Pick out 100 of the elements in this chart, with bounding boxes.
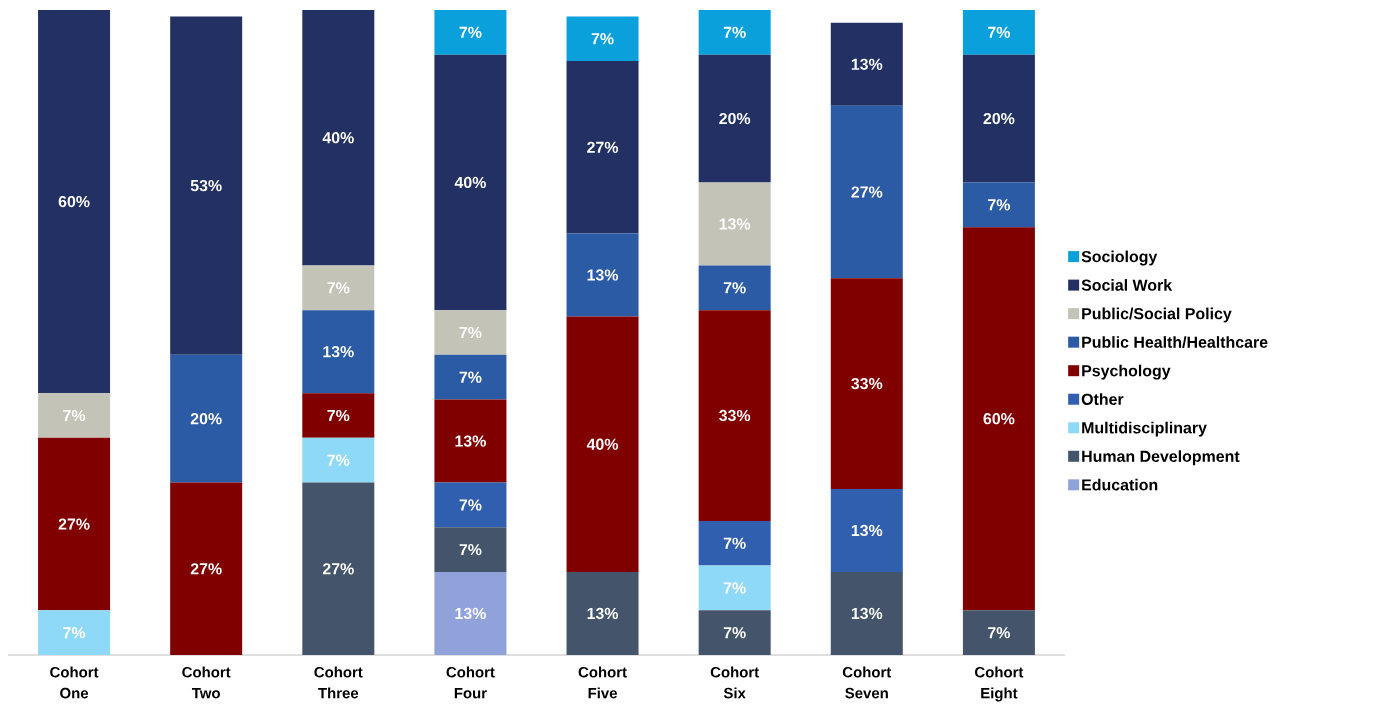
data-label: 7% — [327, 409, 350, 422]
data-label: 33% — [851, 377, 883, 390]
bar — [434, 354, 507, 400]
bar — [698, 310, 771, 521]
bar — [830, 105, 903, 279]
bar — [434, 571, 507, 655]
data-label: 40% — [454, 176, 486, 189]
data-label: 7% — [723, 582, 746, 594]
legend-label: Other — [1081, 393, 1124, 405]
data-label: 13% — [455, 435, 486, 447]
bar — [698, 610, 771, 655]
bar — [698, 9, 771, 55]
data-label: 13% — [323, 346, 354, 358]
legend-label: Social Work — [1081, 279, 1173, 291]
data-label: 60% — [58, 195, 90, 208]
bar — [962, 182, 1035, 228]
x-tick-label: Cohort Seven — [842, 666, 892, 699]
bar — [302, 437, 375, 483]
bar — [698, 265, 771, 311]
bar — [38, 437, 111, 611]
data-label: 7% — [988, 199, 1010, 211]
bar — [434, 482, 507, 528]
data-label: 60% — [983, 413, 1015, 425]
data-label: 27% — [190, 563, 222, 575]
bar — [302, 393, 375, 438]
data-label: 7% — [459, 371, 482, 383]
data-label: 20% — [719, 112, 751, 125]
bar — [698, 565, 771, 611]
data-label: 7% — [723, 282, 746, 294]
data-label: 13% — [587, 607, 619, 620]
data-label: 7% — [459, 326, 482, 339]
data-label: 7% — [988, 26, 1010, 38]
bar — [434, 310, 507, 355]
x-tick-label: Cohort Two — [182, 666, 231, 699]
bar — [698, 520, 771, 566]
data-label: 33% — [719, 409, 751, 422]
data-label: 27% — [587, 141, 619, 153]
data-label: 27% — [58, 518, 90, 530]
data-label: 20% — [983, 112, 1015, 125]
data-label: 7% — [988, 627, 1010, 639]
bar — [698, 54, 771, 183]
bar — [566, 316, 639, 572]
bar — [830, 571, 903, 655]
bar — [962, 227, 1035, 611]
x-tick-label: Cohort Four — [446, 666, 495, 699]
bar — [302, 265, 375, 311]
data-label: 27% — [322, 563, 354, 575]
x-tick-label: Cohort Three — [314, 666, 363, 699]
data-label: 7% — [63, 409, 86, 422]
x-tick-label: Cohort Five — [578, 666, 627, 699]
bar — [566, 61, 639, 234]
legend-label: Education — [1082, 478, 1158, 491]
data-label: 20% — [190, 413, 222, 425]
bar — [302, 482, 375, 655]
bar — [434, 9, 507, 55]
data-label: 13% — [851, 58, 883, 70]
legend-label: Multidisciplinary — [1082, 421, 1207, 437]
bar — [566, 16, 639, 62]
data-label: 13% — [719, 218, 751, 230]
data-label: 7% — [327, 282, 350, 294]
data-label: 7% — [327, 454, 350, 466]
legend-label: Public Health/Healthcare — [1082, 336, 1268, 349]
x-tick-label: Cohort Eight — [975, 666, 1024, 702]
bar — [434, 527, 507, 572]
data-label: 7% — [723, 627, 746, 639]
bar — [566, 571, 639, 655]
bar — [434, 399, 507, 483]
bar — [434, 54, 507, 311]
bar — [170, 482, 243, 655]
bar — [566, 233, 639, 317]
bar — [302, 310, 375, 394]
data-label: 7% — [723, 537, 746, 549]
bar — [38, 610, 111, 655]
bar — [38, 393, 111, 438]
x-tick-label: Cohort Six — [710, 666, 759, 699]
data-label: 7% — [723, 26, 746, 38]
data-label: 7% — [459, 499, 482, 511]
bar — [170, 16, 243, 355]
data-label: 13% — [455, 607, 486, 620]
bar — [830, 278, 903, 489]
data-label: 7% — [63, 627, 86, 639]
data-label: 7% — [591, 33, 614, 45]
data-label: 7% — [459, 26, 482, 38]
data-label: 13% — [851, 524, 883, 537]
data-label: 40% — [322, 132, 354, 144]
data-label: 40% — [586, 438, 619, 450]
x-tick-label: Cohort One — [50, 666, 99, 699]
bar — [962, 9, 1035, 55]
bar — [170, 354, 243, 483]
legend-label: Sociology — [1081, 250, 1158, 266]
legend-label: Human Development — [1082, 450, 1240, 466]
data-label: 7% — [459, 544, 482, 556]
bar — [698, 182, 771, 266]
bar — [38, 9, 111, 394]
data-label: 13% — [851, 607, 883, 620]
data-label: 13% — [587, 269, 619, 281]
bar — [962, 54, 1035, 183]
data-label: 27% — [851, 186, 883, 198]
legend-label: Psychology — [1082, 364, 1171, 380]
bar — [830, 488, 903, 572]
